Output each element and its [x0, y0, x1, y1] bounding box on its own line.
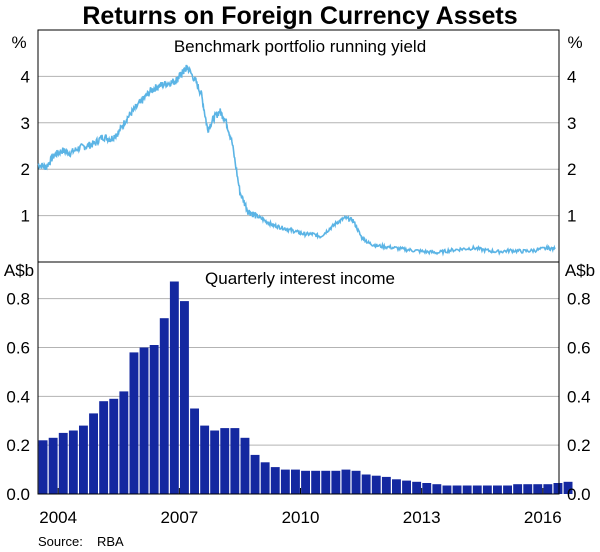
x-tick-label: 2013 — [403, 508, 441, 527]
x-tick-label: 2010 — [282, 508, 320, 527]
income-bar — [119, 391, 129, 494]
income-bar — [503, 485, 512, 494]
income-bar — [220, 428, 230, 494]
x-tick-label: 2004 — [39, 508, 77, 527]
bottom-ytick-left: 0.8 — [6, 290, 30, 309]
top-ytick-left: 4 — [21, 67, 30, 86]
top-ytick-left: 2 — [21, 160, 30, 179]
income-bar — [361, 474, 371, 494]
top-panel-gridlines — [38, 75, 559, 217]
income-bar — [472, 485, 482, 494]
income-bar — [381, 476, 391, 494]
income-bar — [89, 413, 98, 494]
income-bar — [200, 425, 210, 494]
income-bar — [159, 318, 169, 494]
income-bar — [99, 401, 109, 494]
top-ytick-left: 3 — [21, 114, 30, 133]
bottom-ytick-right: 0.8 — [567, 290, 591, 309]
income-bar — [250, 454, 260, 494]
income-bar — [260, 462, 270, 494]
income-bar — [169, 281, 179, 494]
income-bar — [371, 475, 381, 494]
x-tick-label: 2007 — [160, 508, 198, 527]
income-bar — [301, 470, 310, 494]
bottom-panel-frame — [37, 261, 560, 495]
bottom-ytick-left: 0.0 — [6, 485, 30, 504]
top-panel-frame — [37, 29, 560, 263]
income-bar — [139, 347, 149, 494]
bottom-ytick-left: 0.6 — [6, 338, 30, 357]
income-bar — [402, 480, 411, 494]
income-bars — [38, 281, 573, 494]
chart-title: Returns on Foreign Currency Assets — [82, 2, 517, 30]
bottom-ytick-right: 0.4 — [567, 387, 591, 406]
income-bar — [180, 301, 189, 494]
income-bar — [79, 425, 88, 494]
income-bar — [210, 430, 220, 494]
top-ytick-right: 3 — [567, 114, 576, 133]
income-bar — [482, 485, 492, 494]
bottom-ytick-right: 0.0 — [567, 485, 591, 504]
bottom-ytick-left: 0.4 — [6, 387, 30, 406]
income-bar — [351, 470, 361, 494]
top-ytick-right: 1 — [567, 207, 576, 226]
income-bar — [68, 430, 78, 494]
income-bar — [38, 440, 48, 494]
income-bar — [341, 469, 351, 494]
top-panel-unit-left: % — [11, 33, 26, 52]
income-bar — [129, 352, 139, 494]
income-bar — [270, 467, 280, 494]
x-tick-label: 2016 — [524, 508, 562, 527]
source-label: Source: — [38, 534, 83, 549]
income-bar — [513, 484, 523, 494]
top-ytick-left: 1 — [21, 207, 30, 226]
x-axis-ticks: 2004 2007 2010 2013 2016 — [39, 488, 562, 527]
bottom-panel: Quarterly interest income A$b A$b 0.0 0.0… — [4, 261, 595, 527]
income-bar — [442, 485, 452, 494]
income-bar — [422, 483, 432, 494]
source-value: RBA — [97, 534, 124, 549]
income-bar — [523, 484, 533, 494]
income-bar — [462, 485, 472, 494]
income-bar — [291, 469, 300, 494]
income-bar — [280, 469, 290, 494]
bottom-panel-ticks: 0.0 0.0 0.2 0.2 0.4 0.4 0.6 0.6 0.8 0.8 — [6, 290, 590, 504]
income-bar — [321, 470, 331, 494]
income-bar — [543, 484, 553, 494]
income-bar — [412, 481, 422, 494]
bottom-ytick-left: 0.2 — [6, 436, 30, 455]
income-bar — [563, 481, 573, 494]
income-bar — [553, 483, 563, 494]
bottom-ytick-right: 0.6 — [567, 338, 591, 357]
income-bar — [58, 432, 68, 494]
income-bar — [48, 437, 58, 494]
income-bar — [392, 479, 401, 494]
bottom-panel-unit-left: A$b — [4, 261, 34, 280]
top-panel-unit-right: % — [567, 33, 582, 52]
income-bar — [493, 485, 502, 494]
yield-line — [37, 64, 556, 257]
bottom-ytick-right: 0.2 — [567, 436, 591, 455]
income-bar — [149, 345, 159, 494]
income-bar — [311, 470, 321, 494]
yield-series — [37, 64, 556, 257]
income-bar — [190, 408, 199, 494]
top-panel-ticks: 1 1 2 2 3 3 4 4 — [21, 67, 577, 225]
income-bar — [331, 470, 341, 494]
income-bar — [230, 428, 240, 494]
bottom-panel-title: Quarterly interest income — [205, 269, 395, 288]
income-bar — [432, 484, 442, 494]
income-bar — [240, 437, 250, 494]
income-bar — [533, 484, 543, 494]
bottom-panel-unit-right: A$b — [565, 261, 595, 280]
income-bar — [452, 485, 462, 494]
top-ytick-right: 2 — [567, 160, 576, 179]
top-ytick-right: 4 — [567, 67, 576, 86]
income-bar — [109, 398, 119, 494]
top-panel-title: Benchmark portfolio running yield — [174, 37, 426, 56]
